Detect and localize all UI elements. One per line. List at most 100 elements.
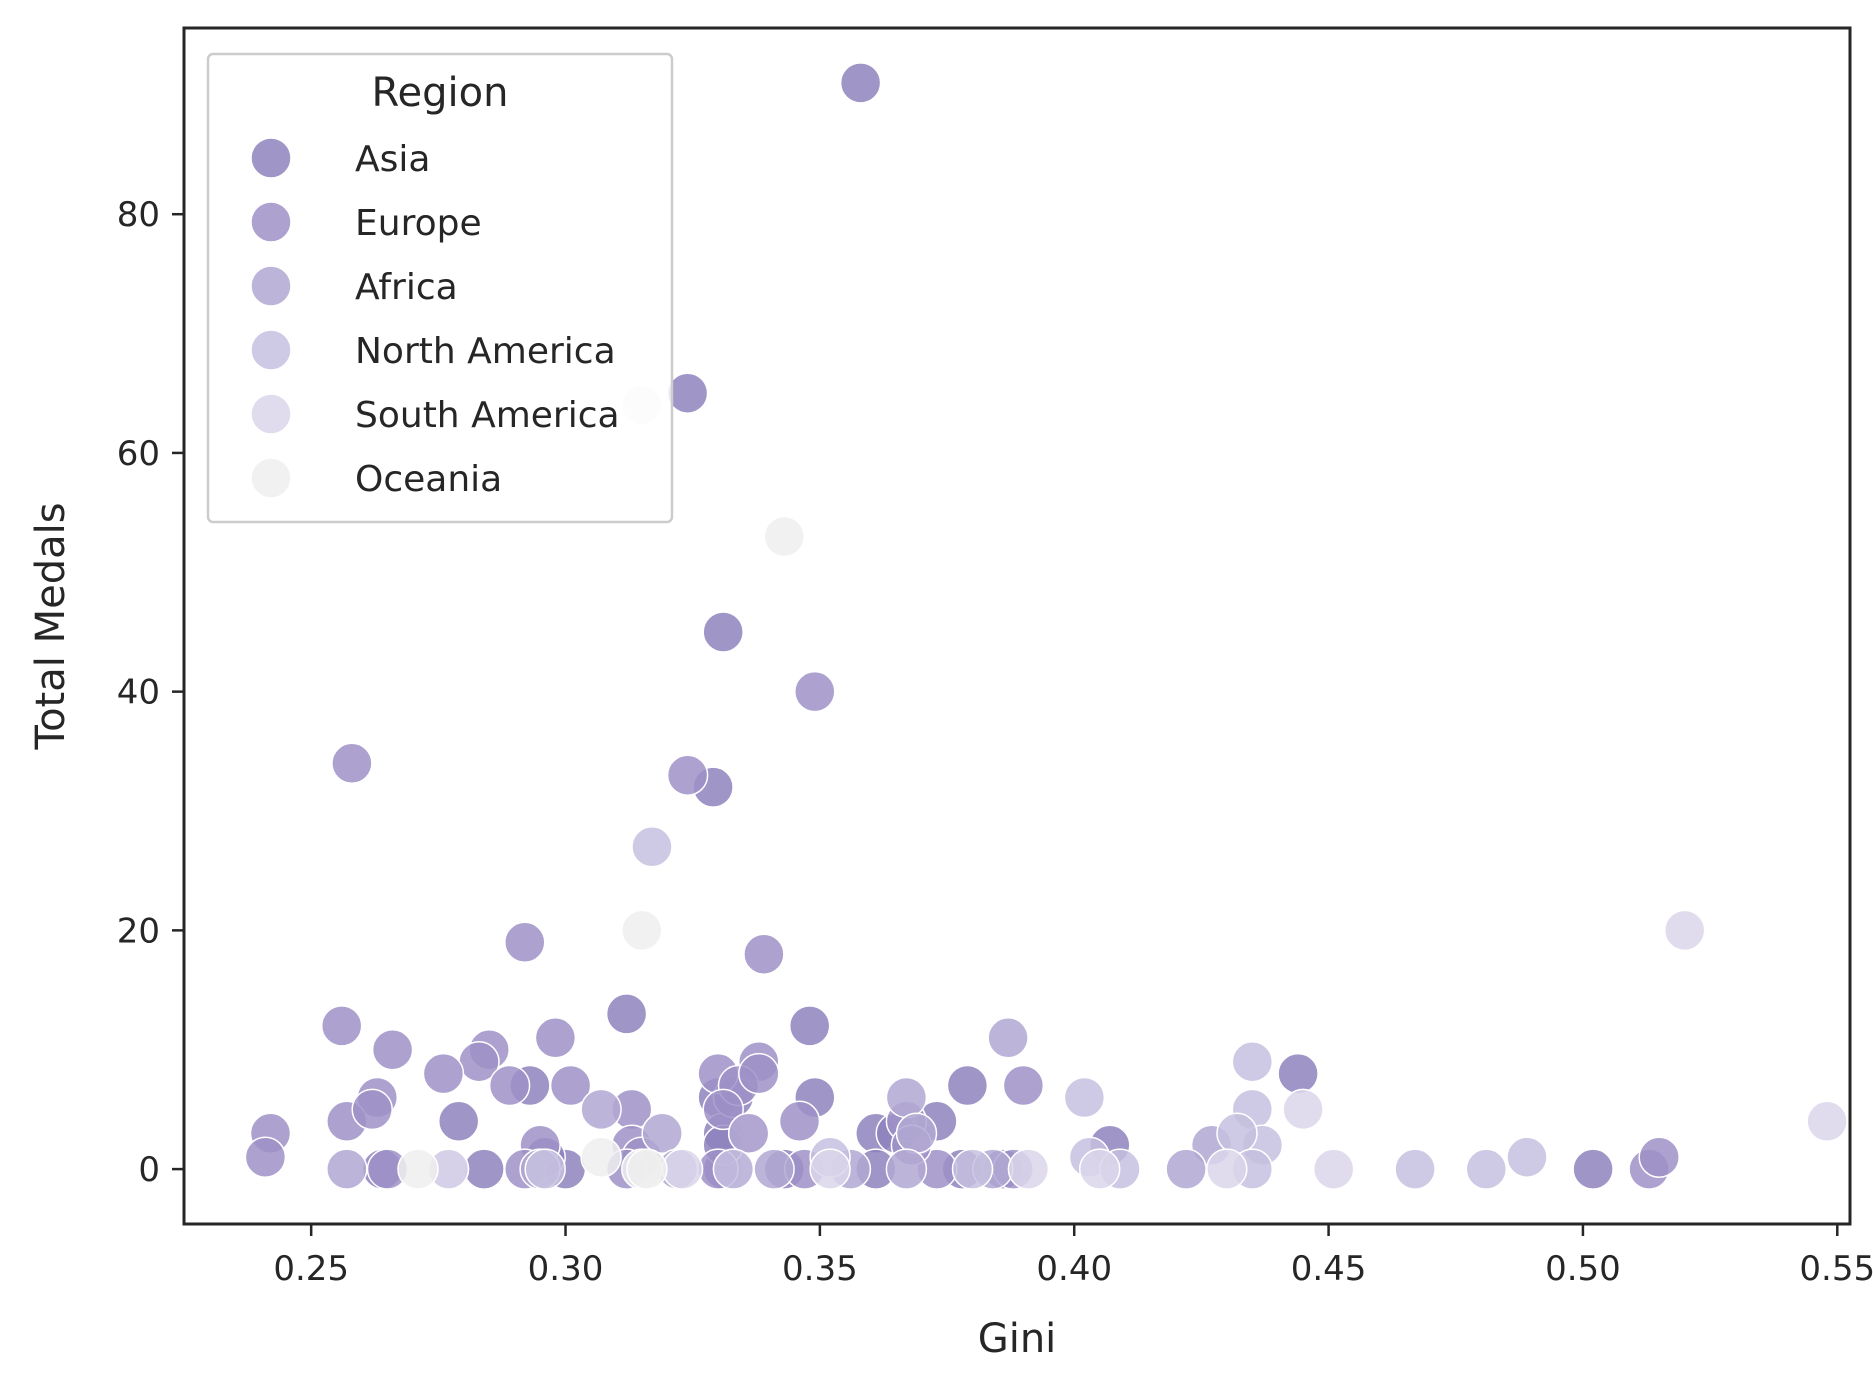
legend-item: Africa bbox=[250, 265, 458, 308]
data-point bbox=[666, 372, 709, 414]
data-point bbox=[463, 1148, 505, 1190]
data-point bbox=[702, 1088, 744, 1131]
y-tick-label: 80 bbox=[117, 195, 160, 235]
data-point bbox=[727, 1112, 770, 1155]
y-tick-label: 0 bbox=[138, 1150, 160, 1190]
data-point bbox=[371, 1028, 414, 1071]
data-point bbox=[1465, 1148, 1508, 1190]
data-point bbox=[331, 742, 373, 785]
data-point bbox=[244, 1136, 287, 1178]
x-tick-label: 0.50 bbox=[1545, 1249, 1621, 1289]
legend-label: South America bbox=[355, 395, 620, 436]
data-point bbox=[397, 1148, 439, 1190]
data-point bbox=[738, 1052, 780, 1095]
data-point bbox=[794, 670, 836, 713]
x-tick-label: 0.40 bbox=[1036, 1249, 1112, 1289]
data-point bbox=[549, 1064, 592, 1107]
data-point bbox=[1277, 1052, 1319, 1095]
data-point bbox=[839, 62, 882, 104]
y-axis: 0 20 40 60 80 bbox=[117, 195, 184, 1190]
data-point bbox=[743, 933, 785, 975]
data-point bbox=[1002, 1064, 1045, 1107]
legend-marker bbox=[250, 265, 292, 307]
data-point bbox=[753, 1148, 795, 1190]
data-point bbox=[788, 1005, 831, 1047]
y-tick-label: 20 bbox=[117, 911, 160, 951]
plot-frame bbox=[182, 26, 1852, 1226]
data-point bbox=[946, 1064, 989, 1107]
data-point bbox=[702, 611, 744, 653]
data-point bbox=[351, 1088, 393, 1131]
legend-marker bbox=[250, 457, 292, 499]
legend-label: Asia bbox=[355, 139, 430, 180]
legend-item: Oceania bbox=[250, 457, 502, 500]
data-point bbox=[1206, 1148, 1248, 1190]
x-axis: 0.25 0.30 0.35 0.40 0.45 0.50 0.55 bbox=[273, 1224, 1873, 1289]
data-point bbox=[621, 909, 663, 952]
data-point bbox=[626, 1148, 668, 1190]
legend-title: Region bbox=[372, 70, 509, 116]
legend-item: Europe bbox=[250, 201, 482, 244]
legend-item: South America bbox=[250, 393, 620, 436]
x-tick-label: 0.25 bbox=[273, 1249, 349, 1289]
data-point bbox=[1506, 1136, 1548, 1178]
legend-box bbox=[206, 52, 674, 524]
data-point bbox=[580, 1136, 622, 1178]
data-point bbox=[951, 1148, 994, 1190]
data-point bbox=[1216, 1112, 1258, 1155]
y-axis-label: Total Medals bbox=[28, 502, 74, 750]
x-tick-label: 0.30 bbox=[528, 1249, 604, 1289]
data-point bbox=[1007, 1148, 1050, 1190]
data-point bbox=[895, 1112, 938, 1155]
legend-label: Oceania bbox=[355, 459, 502, 500]
x-tick-label: 0.55 bbox=[1799, 1249, 1873, 1289]
legend-item: Asia bbox=[250, 137, 430, 180]
legend-marker bbox=[250, 201, 292, 243]
data-point bbox=[778, 1100, 821, 1143]
legend-marker bbox=[250, 137, 292, 179]
legend-marker bbox=[250, 329, 292, 371]
legend-label: Europe bbox=[355, 203, 482, 244]
data-point bbox=[763, 515, 806, 558]
data-point bbox=[1312, 1148, 1355, 1190]
y-tick-label: 40 bbox=[117, 673, 160, 713]
legend-marker bbox=[250, 393, 292, 435]
legend-item: North America bbox=[250, 329, 616, 372]
data-point bbox=[661, 1148, 704, 1190]
x-tick-label: 0.35 bbox=[782, 1249, 858, 1289]
data-point bbox=[1282, 1088, 1324, 1131]
data-point bbox=[1078, 1148, 1121, 1190]
legend-label: Africa bbox=[355, 267, 458, 308]
data-point bbox=[326, 1148, 368, 1190]
data-point bbox=[422, 1052, 465, 1095]
data-point bbox=[1165, 1148, 1207, 1190]
data-point bbox=[641, 1112, 683, 1155]
data-point bbox=[1394, 1148, 1436, 1190]
data-point bbox=[631, 826, 673, 868]
x-axis-label: Gini bbox=[978, 1316, 1057, 1362]
data-point bbox=[1663, 909, 1706, 952]
legend: Region Asia Europe Africa North America Sout… bbox=[206, 52, 674, 524]
data-point bbox=[320, 1005, 363, 1047]
data-point bbox=[809, 1148, 851, 1190]
data-point bbox=[605, 993, 648, 1035]
x-tick-label: 0.45 bbox=[1291, 1249, 1367, 1289]
data-point bbox=[885, 1148, 928, 1190]
data-point bbox=[488, 1064, 531, 1107]
data-point bbox=[712, 1148, 755, 1190]
data-point bbox=[1806, 1100, 1848, 1143]
data-point bbox=[987, 1017, 1029, 1059]
legend-items: Asia Europe Africa North America South Ameri… bbox=[250, 137, 620, 500]
data-point bbox=[504, 921, 546, 964]
data-point bbox=[1063, 1076, 1106, 1119]
data-point bbox=[666, 754, 709, 796]
data-point bbox=[524, 1148, 566, 1190]
data-point bbox=[1638, 1136, 1680, 1178]
points-layer bbox=[244, 62, 1848, 1190]
y-tick-label: 60 bbox=[117, 434, 160, 474]
series-south-america bbox=[427, 909, 1848, 1190]
data-point bbox=[437, 1100, 480, 1143]
data-point bbox=[1231, 1040, 1274, 1083]
legend-label: North America bbox=[355, 331, 616, 372]
